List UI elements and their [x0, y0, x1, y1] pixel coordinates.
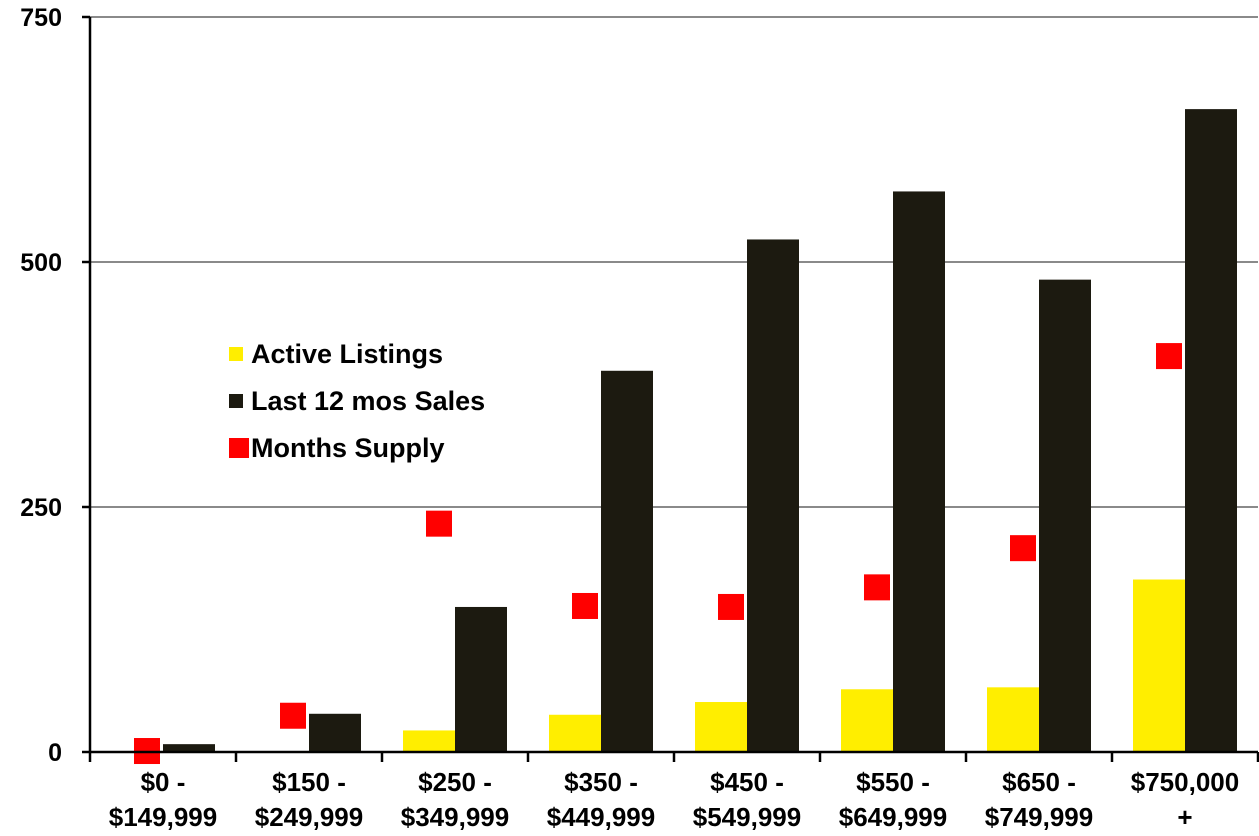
x-tick-label: $449,999: [547, 802, 655, 832]
x-tick-label: $750,000: [1131, 767, 1239, 797]
active-listings-bar: [841, 689, 893, 752]
sales-bar: [893, 191, 945, 752]
months-supply-marker: [864, 574, 890, 601]
sales-bar: [601, 370, 653, 752]
x-tick-label: +: [1177, 802, 1192, 832]
legend: Active Listings Last 12 mos Sales Months S…: [229, 339, 485, 463]
legend-label: Months Supply: [251, 433, 444, 463]
months-supply-marker: [280, 702, 306, 729]
sales-bar: [309, 713, 361, 752]
sales-bar: [455, 606, 507, 752]
x-tick-label: $250 -: [418, 767, 492, 797]
y-tick-label: 0: [48, 739, 62, 767]
months-supply-marker: [718, 593, 744, 620]
months-supply-marker: [1156, 343, 1182, 370]
active-listings-bar: [1133, 579, 1185, 752]
active-listings-bar: [549, 714, 601, 752]
x-tick-label: $149,999: [109, 802, 217, 832]
legend-swatch: [229, 438, 249, 458]
x-tick-label: $649,999: [839, 802, 947, 832]
x-axis-tick-labels: $0 - $149,999 $150 - $249,999 $250 - $349,999…: [109, 767, 1239, 832]
y-tick-label: 250: [20, 494, 62, 522]
x-tick-label: $249,999: [255, 802, 363, 832]
x-tick-label: $749,999: [985, 802, 1093, 832]
legend-label: Active Listings: [251, 339, 443, 369]
months-supply-marker: [1010, 535, 1036, 562]
x-tick-label: $650 -: [1002, 767, 1076, 797]
x-tick-label: $350 -: [564, 767, 638, 797]
legend-swatch: [229, 347, 243, 361]
x-tick-label: $0 -: [141, 767, 186, 797]
y-axis-tick-labels: 0 250 500 750: [20, 4, 62, 767]
x-tick-label: $349,999: [401, 802, 509, 832]
bar-marks: [163, 109, 1237, 753]
sales-bar: [1039, 279, 1091, 752]
sales-bar: [1185, 109, 1237, 753]
sales-bar: [163, 744, 215, 752]
legend-label: Last 12 mos Sales: [251, 386, 485, 416]
active-listings-bar: [695, 702, 747, 752]
x-tick-label: $549,999: [693, 802, 801, 832]
y-tick-label: 500: [20, 249, 62, 277]
legend-swatch: [229, 394, 243, 408]
x-tick-label: $550 -: [856, 767, 930, 797]
sales-bar: [747, 239, 799, 752]
x-tick-label: $150 -: [272, 767, 346, 797]
months-supply-marker: [572, 592, 598, 619]
y-tick-label: 750: [20, 4, 62, 32]
active-listings-bar: [987, 687, 1039, 752]
active-listings-bar: [403, 730, 455, 752]
x-tick-label: $450 -: [710, 767, 784, 797]
axes: [82, 15, 1259, 762]
months-supply-marker: [426, 510, 452, 537]
supply-markers: [134, 343, 1182, 765]
